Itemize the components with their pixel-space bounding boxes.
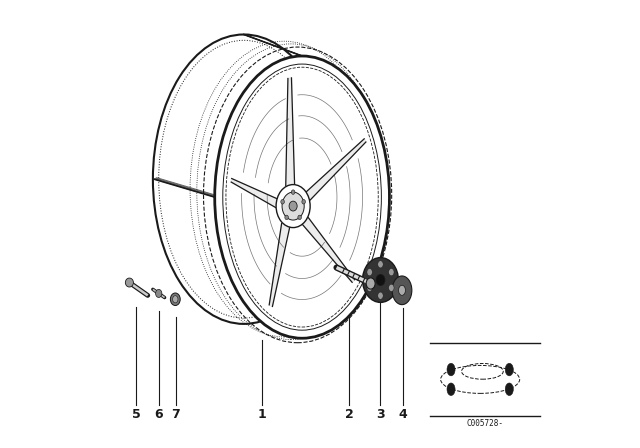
Ellipse shape	[505, 363, 513, 376]
Ellipse shape	[367, 284, 372, 292]
Text: 2: 2	[345, 408, 353, 421]
Ellipse shape	[276, 185, 310, 228]
Polygon shape	[269, 224, 290, 306]
Ellipse shape	[291, 190, 295, 194]
Ellipse shape	[378, 292, 383, 299]
Ellipse shape	[289, 201, 297, 211]
Ellipse shape	[388, 284, 394, 292]
Text: 6: 6	[154, 408, 163, 421]
Ellipse shape	[282, 192, 304, 220]
Ellipse shape	[366, 278, 375, 289]
Ellipse shape	[362, 258, 398, 302]
Text: C005728-: C005728-	[466, 419, 503, 428]
Text: 4: 4	[399, 408, 407, 421]
Text: 7: 7	[172, 408, 180, 421]
Ellipse shape	[447, 383, 455, 396]
Ellipse shape	[505, 383, 513, 396]
Text: 5: 5	[132, 408, 141, 421]
Ellipse shape	[125, 278, 133, 287]
Ellipse shape	[298, 215, 301, 220]
Ellipse shape	[367, 269, 372, 276]
Ellipse shape	[170, 293, 180, 306]
Ellipse shape	[399, 285, 405, 295]
Ellipse shape	[447, 363, 455, 376]
Text: 1: 1	[257, 408, 266, 421]
Ellipse shape	[156, 289, 162, 297]
Polygon shape	[302, 218, 355, 282]
Ellipse shape	[281, 199, 284, 204]
Polygon shape	[231, 179, 277, 207]
Polygon shape	[285, 78, 294, 185]
Ellipse shape	[376, 274, 385, 286]
Ellipse shape	[302, 199, 305, 204]
Ellipse shape	[392, 276, 412, 305]
Ellipse shape	[378, 261, 383, 268]
Polygon shape	[306, 139, 366, 200]
Ellipse shape	[388, 269, 394, 276]
Ellipse shape	[285, 215, 289, 220]
Ellipse shape	[215, 56, 390, 338]
Ellipse shape	[173, 296, 178, 303]
Text: 3: 3	[376, 408, 385, 421]
